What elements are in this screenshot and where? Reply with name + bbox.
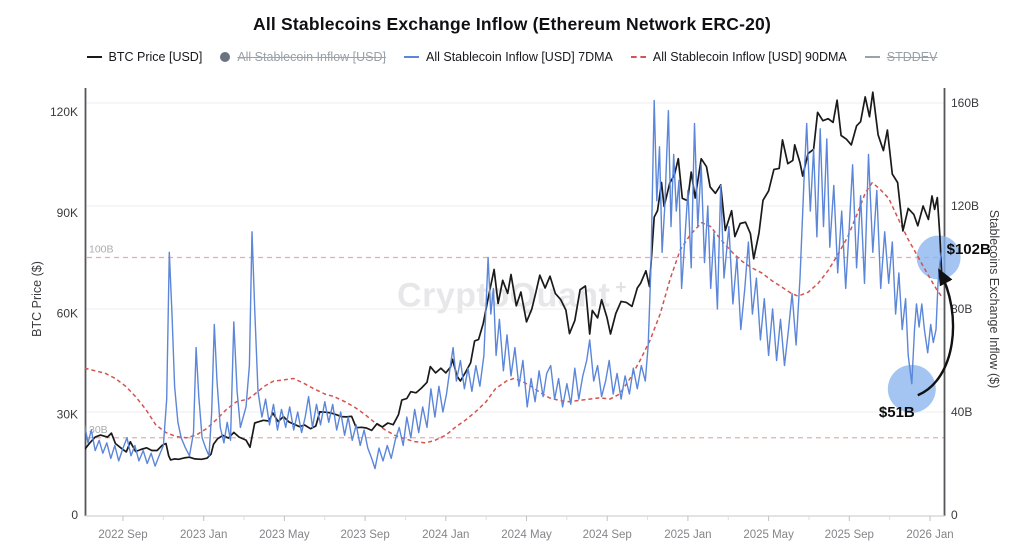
all-stablecoin-inflow-usd-90dma-line [85, 182, 942, 444]
left-y-tick-label: 30K [57, 407, 78, 421]
legend-label: STDDEV [886, 50, 938, 64]
inflow-rebound-arrow [917, 268, 955, 397]
legend-label: All Stablecoin Inflow [USD] 7DMA [426, 50, 613, 64]
inflow-7dma-line-swatch-icon [404, 56, 419, 58]
reference-line-label: 100B [89, 244, 114, 256]
x-tick-label: 2024 May [501, 529, 552, 541]
x-tick-label: 2023 May [259, 529, 310, 541]
reference-line-label: 30B [89, 424, 108, 436]
all-stablecoin-inflow-usd-7dma-line [85, 99, 942, 470]
btc-line-swatch-icon [86, 56, 102, 58]
x-tick-label: 2024 Jan [422, 529, 469, 541]
chart-title: All Stablecoins Exchange Inflow (Ethereu… [252, 14, 772, 34]
legend-item-stablecoin-inflow[interactable]: All Stablecoin Inflow [USD] [220, 50, 386, 64]
watermark-plus-icon: + [615, 277, 627, 299]
legend-item-stddev[interactable]: STDDEV [864, 50, 938, 64]
legend-label: BTC Price [USD] [108, 50, 203, 64]
x-tick-label: 2025 May [743, 529, 794, 541]
legend-item-btc-price[interactable]: BTC Price [USD] [86, 50, 203, 64]
right-axis-title: Stablecoins Exchange Inflow ($) [987, 209, 1001, 389]
right-y-tick-label: 0 [951, 508, 958, 522]
legend-item-inflow-90dma[interactable]: All Stablecoin Inflow [USD] 90DMA [630, 50, 847, 64]
left-y-tick-label: 120K [50, 105, 78, 119]
left-y-tick-label: 90K [57, 206, 78, 220]
left-axis-title: BTC Price ($) [30, 261, 44, 337]
left-y-tick-label: 60K [57, 307, 78, 321]
annotation-low-label: $51B [878, 403, 915, 421]
x-tick-label: 2025 Jan [664, 529, 711, 541]
legend-label: All Stablecoin Inflow [USD] [237, 50, 386, 64]
left-y-tick-label: 0 [71, 508, 78, 522]
x-tick-label: 2023 Sep [340, 529, 389, 541]
right-y-tick-label: 120B [951, 199, 979, 213]
x-tick-label: 2023 Jan [180, 529, 227, 541]
inflow-dot-swatch-icon [220, 52, 231, 62]
right-y-tick-label: 40B [951, 405, 972, 419]
legend-label: All Stablecoin Inflow [USD] 90DMA [652, 50, 847, 64]
x-tick-label: 2022 Sep [98, 529, 147, 541]
inflow-90dma-dashed-swatch-icon [630, 56, 646, 58]
btc-price-usd--line [85, 91, 943, 461]
x-tick-label: 2026 Jan [906, 529, 953, 541]
x-tick-label: 2024 Sep [583, 529, 632, 541]
annotation-high-label: $102B [946, 240, 991, 258]
x-tick-label: 2025 Sep [825, 529, 874, 541]
right-y-tick-label: 80B [951, 302, 972, 316]
right-y-tick-label: 160B [951, 96, 979, 110]
highlight-circle-low [887, 364, 936, 413]
stddev-line-swatch-icon [864, 56, 880, 58]
legend: BTC Price [USD] All Stablecoin Inflow [U… [0, 50, 1024, 64]
legend-item-inflow-7dma[interactable]: All Stablecoin Inflow [USD] 7DMA [404, 50, 613, 64]
